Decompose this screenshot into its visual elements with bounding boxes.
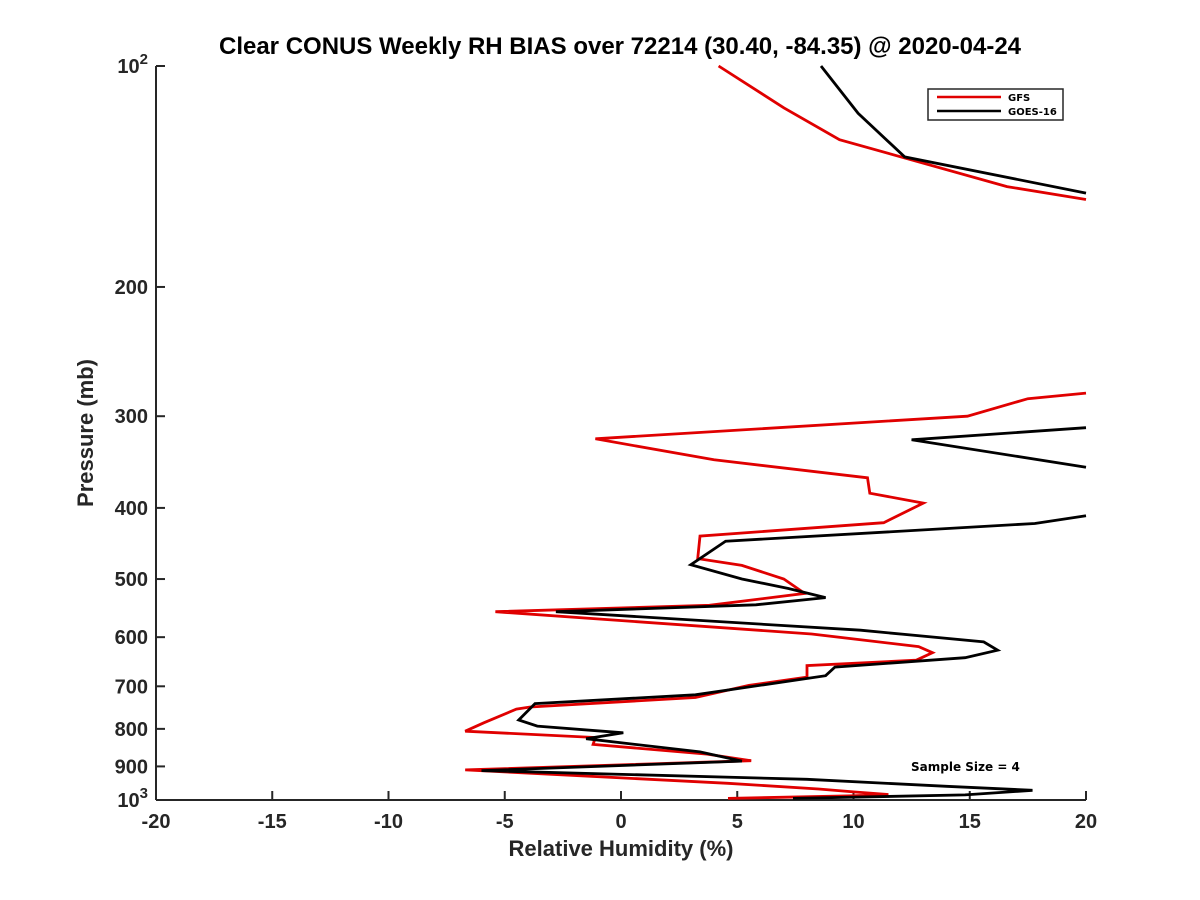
series-line-goes-16-segment-0	[819, 65, 1087, 195]
y-tick-label: 103	[117, 785, 148, 812]
x-tick-label: -10	[374, 811, 403, 833]
x-tick-label: -5	[496, 811, 514, 833]
y-tick-label: 200	[115, 277, 148, 299]
y-tick-label: 300	[115, 406, 148, 428]
y-tick-label: 102	[117, 51, 148, 78]
legend-label-goes16: GOES-16	[1008, 107, 1057, 118]
y-tick-label: 700	[115, 676, 148, 698]
x-tick-label: 5	[732, 811, 743, 833]
y-tick-label: 400	[115, 498, 148, 520]
x-axis-label: Relative Humidity (%)	[509, 836, 734, 861]
series-line-goes-16-segment-2	[481, 514, 1087, 800]
y-tick-label: 900	[115, 756, 148, 778]
legend-label-gfs: GFS	[1008, 93, 1030, 104]
y-tick-label: 500	[115, 569, 148, 591]
x-tick-label: 0	[615, 811, 626, 833]
sample-size-annotation: Sample Size = 4	[911, 760, 1020, 774]
y-axis-ticks: 102 200 300 400 500 600 700 800 900 103	[115, 51, 165, 812]
x-tick-label: -20	[142, 811, 171, 833]
x-tick-label: 15	[959, 811, 981, 833]
y-axis-label: Pressure (mb)	[73, 359, 98, 507]
legend-box	[927, 88, 1064, 121]
y-tick-label: 800	[115, 719, 148, 741]
x-tick-label: -15	[258, 811, 287, 833]
x-axis-ticks: -20 -15 -10 -5 0 5 10 15 20	[142, 791, 1097, 833]
series-group	[464, 64, 1087, 800]
series-line-gfs-segment-0	[717, 64, 1087, 201]
x-tick-label: 10	[842, 811, 864, 833]
y-tick-label: 600	[115, 627, 148, 649]
chart-title: Clear CONUS Weekly RH BIAS over 72214 (3…	[219, 33, 1022, 60]
x-tick-label: 20	[1075, 811, 1097, 833]
series-line-goes-16-segment-1	[911, 426, 1087, 469]
legend: GFS GOES-16	[927, 88, 1064, 121]
